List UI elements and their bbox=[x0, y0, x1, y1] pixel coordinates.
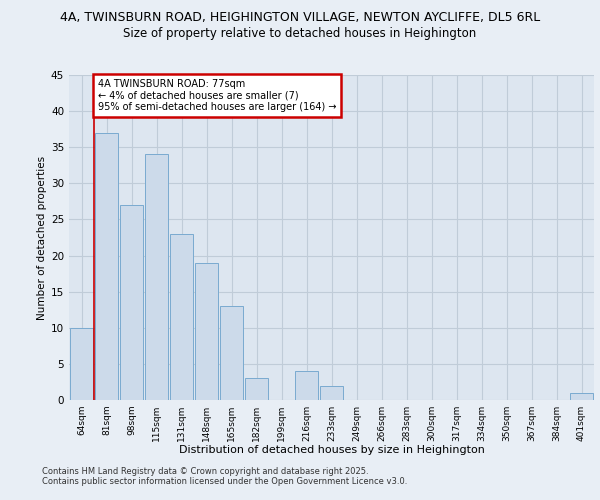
Y-axis label: Number of detached properties: Number of detached properties bbox=[37, 156, 47, 320]
X-axis label: Distribution of detached houses by size in Heighington: Distribution of detached houses by size … bbox=[179, 446, 484, 456]
Text: Contains public sector information licensed under the Open Government Licence v3: Contains public sector information licen… bbox=[42, 477, 407, 486]
Bar bbox=[220, 306, 244, 400]
Bar bbox=[170, 234, 193, 400]
Text: Contains HM Land Registry data © Crown copyright and database right 2025.: Contains HM Land Registry data © Crown c… bbox=[42, 467, 368, 476]
Bar bbox=[569, 393, 593, 400]
Text: Size of property relative to detached houses in Heighington: Size of property relative to detached ho… bbox=[124, 27, 476, 40]
Text: 4A, TWINSBURN ROAD, HEIGHINGTON VILLAGE, NEWTON AYCLIFFE, DL5 6RL: 4A, TWINSBURN ROAD, HEIGHINGTON VILLAGE,… bbox=[60, 11, 540, 24]
Bar bbox=[70, 328, 94, 400]
Bar bbox=[145, 154, 169, 400]
Text: 4A TWINSBURN ROAD: 77sqm
← 4% of detached houses are smaller (7)
95% of semi-det: 4A TWINSBURN ROAD: 77sqm ← 4% of detache… bbox=[98, 78, 336, 112]
Bar bbox=[295, 371, 319, 400]
Bar bbox=[119, 205, 143, 400]
Bar bbox=[245, 378, 268, 400]
Bar bbox=[194, 263, 218, 400]
Bar bbox=[320, 386, 343, 400]
Bar bbox=[95, 133, 118, 400]
